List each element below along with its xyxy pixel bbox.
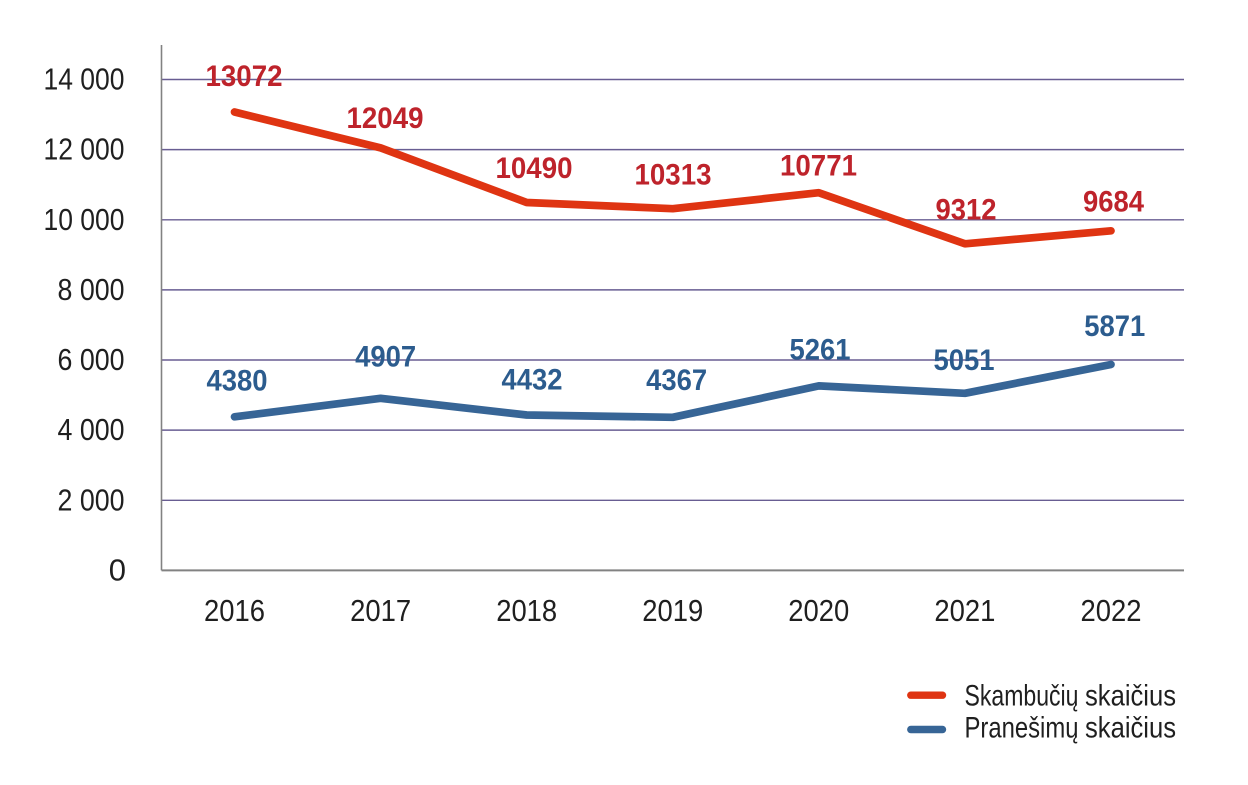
svg-text:2017: 2017 bbox=[350, 593, 411, 628]
svg-text:12049: 12049 bbox=[347, 102, 424, 135]
svg-text:9312: 9312 bbox=[936, 193, 997, 226]
svg-text:8 000: 8 000 bbox=[58, 272, 125, 307]
svg-text:9684: 9684 bbox=[1083, 186, 1144, 219]
svg-text:14 000: 14 000 bbox=[44, 62, 125, 97]
svg-text:4367: 4367 bbox=[646, 364, 707, 397]
svg-text:10313: 10313 bbox=[635, 159, 712, 192]
svg-text:4380: 4380 bbox=[207, 365, 268, 398]
svg-text:10 000: 10 000 bbox=[44, 202, 125, 237]
svg-text:5051: 5051 bbox=[934, 344, 995, 377]
svg-text:12 000: 12 000 bbox=[44, 132, 125, 167]
svg-text:4 000: 4 000 bbox=[58, 412, 125, 447]
svg-text:4432: 4432 bbox=[502, 363, 563, 396]
svg-text:2020: 2020 bbox=[788, 593, 849, 628]
svg-text:2 000: 2 000 bbox=[58, 482, 125, 517]
svg-text:0: 0 bbox=[109, 552, 126, 587]
svg-text:2021: 2021 bbox=[934, 593, 995, 628]
svg-text:2016: 2016 bbox=[204, 593, 265, 628]
svg-text:10490: 10490 bbox=[496, 152, 573, 185]
svg-text:2019: 2019 bbox=[642, 593, 703, 628]
svg-text:10771: 10771 bbox=[780, 149, 857, 182]
svg-text:13072: 13072 bbox=[206, 60, 283, 93]
svg-text:6 000: 6 000 bbox=[58, 342, 125, 377]
svg-text:5261: 5261 bbox=[790, 333, 851, 366]
svg-text:2018: 2018 bbox=[496, 593, 557, 628]
svg-text:4907: 4907 bbox=[355, 340, 416, 373]
svg-text:5871: 5871 bbox=[1084, 310, 1145, 343]
svg-text:2022: 2022 bbox=[1081, 593, 1142, 628]
